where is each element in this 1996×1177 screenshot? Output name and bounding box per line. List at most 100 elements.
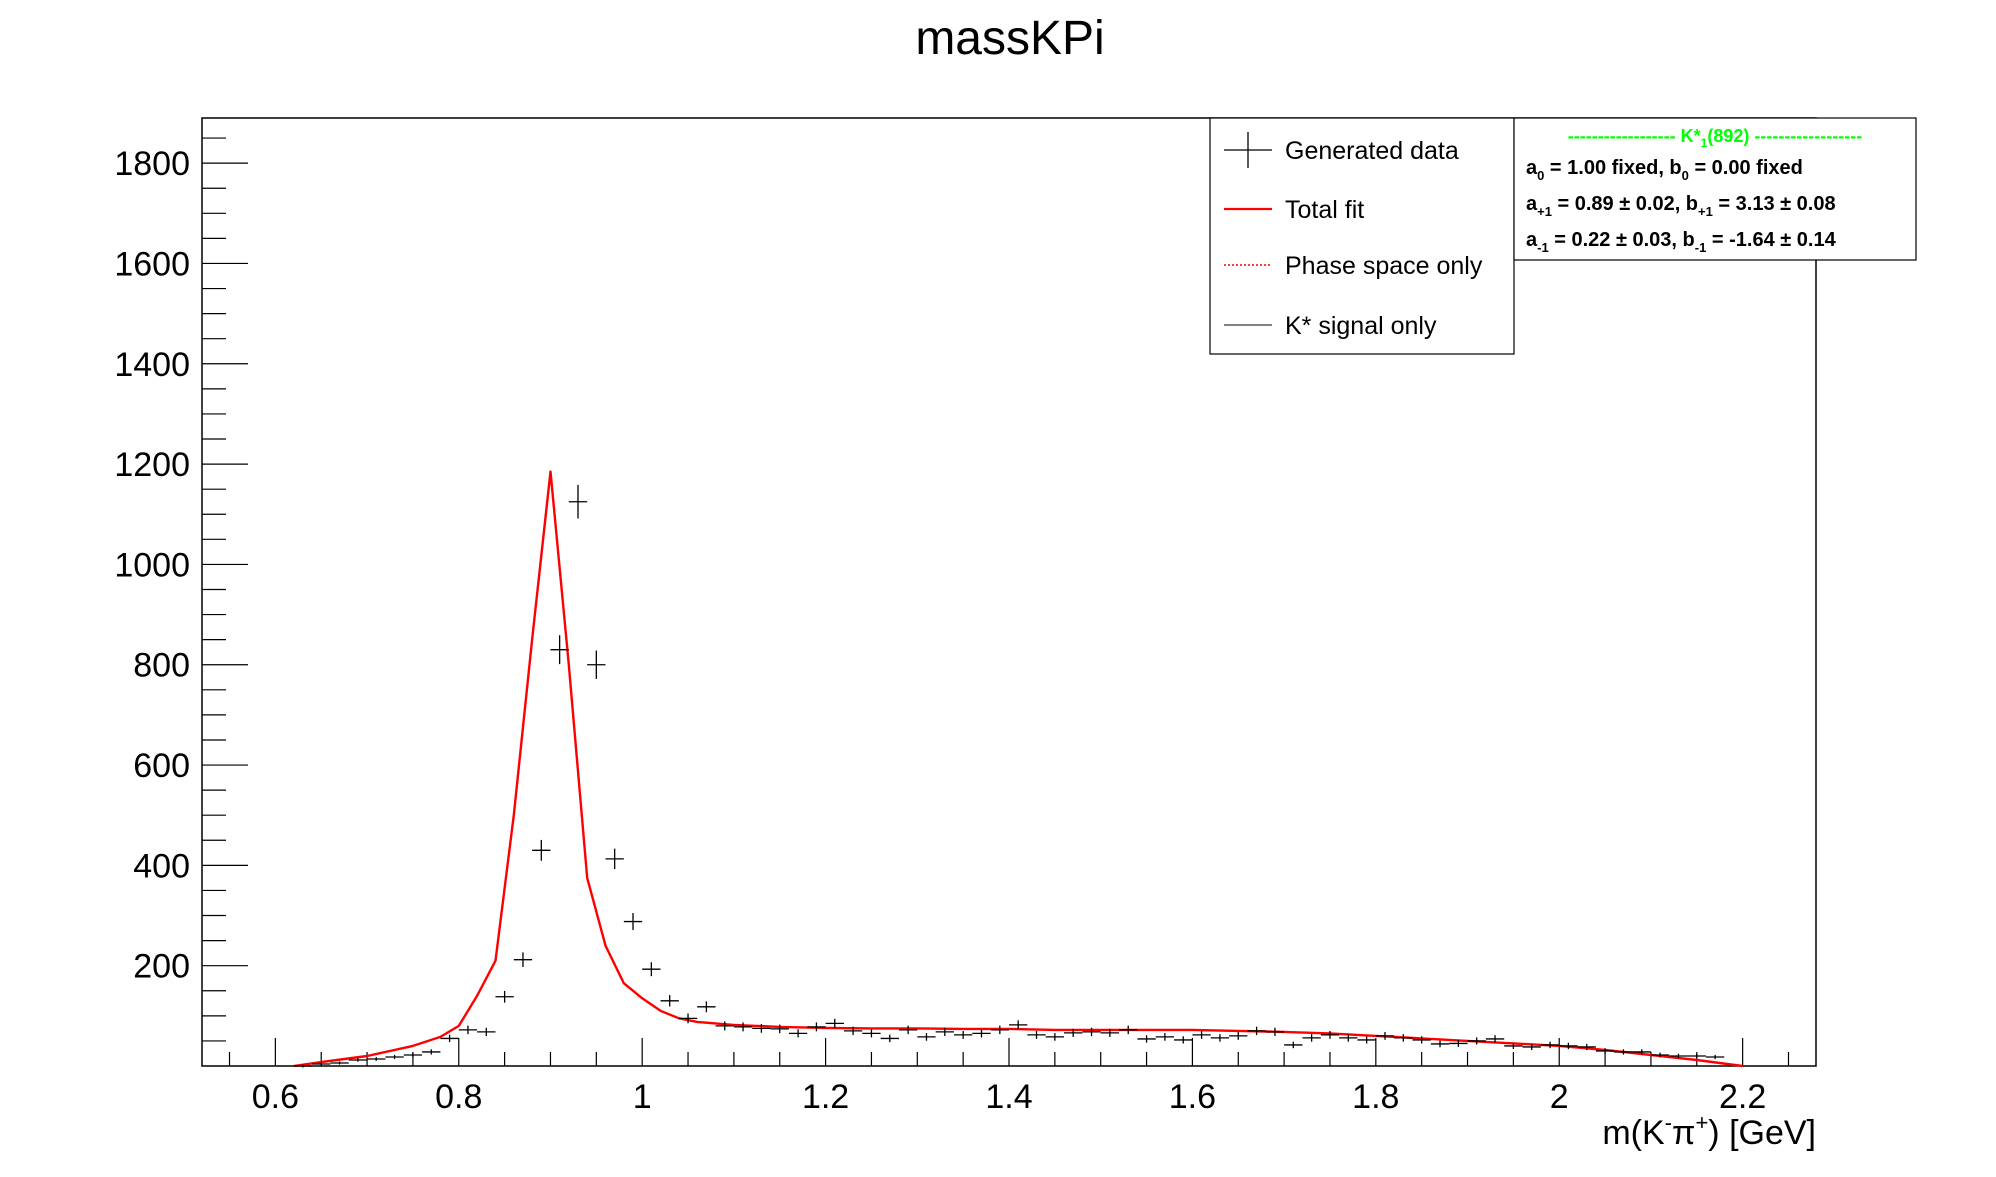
x-tick-label: 0.8 — [435, 1078, 482, 1116]
data-point — [1504, 1042, 1523, 1050]
info-subscript: +1 — [1698, 204, 1713, 219]
data-point — [807, 1022, 826, 1032]
data-point — [1009, 1020, 1028, 1030]
chart-title: massKPi — [915, 12, 1104, 65]
y-tick-label: 1400 — [114, 346, 190, 384]
y-tick-label: 600 — [133, 747, 190, 785]
data-point — [1339, 1034, 1358, 1042]
legend-entry: K* signal only — [1224, 312, 1437, 340]
x-tick-label: 2 — [1550, 1078, 1569, 1116]
data-point — [1430, 1040, 1450, 1048]
data-point — [1027, 1030, 1046, 1039]
x-tick-label: 1 — [633, 1078, 652, 1116]
data-point — [1687, 1053, 1706, 1059]
data-point — [623, 913, 643, 931]
data-point — [843, 1026, 863, 1036]
info-text: = 0.00 fixed — [1689, 157, 1803, 179]
data-point — [1522, 1043, 1541, 1051]
info-subscript: -1 — [1695, 240, 1707, 255]
data-point — [642, 962, 661, 977]
data-point — [1595, 1048, 1615, 1054]
info-text: = 0.22 ± 0.03, b — [1549, 229, 1695, 251]
data-point — [752, 1024, 771, 1033]
data-point — [458, 1025, 478, 1035]
info-box-header: ------------------ K*1(892) ------------… — [1568, 126, 1863, 150]
x-tick-label: 1.4 — [985, 1078, 1032, 1116]
data-point — [1320, 1030, 1340, 1039]
info-header-tail: (892) ------------------ — [1707, 126, 1862, 146]
x-tick-label: 0.6 — [252, 1078, 299, 1116]
data-point — [440, 1034, 459, 1043]
data-point — [403, 1052, 423, 1058]
legend-entry: Total fit — [1224, 196, 1364, 224]
x-axis-label-sup: - — [1665, 1110, 1672, 1135]
x-axis-label: m(K-π+) [GeV] — [1602, 1110, 1816, 1152]
data-point — [477, 1027, 496, 1037]
data-point — [532, 839, 551, 861]
info-subscript: +1 — [1537, 204, 1552, 219]
y-tick-label: 800 — [133, 647, 190, 685]
data-point — [568, 484, 588, 519]
data-point — [1064, 1028, 1083, 1037]
data-point — [935, 1027, 954, 1037]
y-tick-label: 400 — [133, 847, 190, 885]
info-box — [1513, 117, 1917, 261]
data-point — [660, 995, 679, 1007]
data-point — [917, 1033, 936, 1041]
data-point — [1192, 1030, 1211, 1039]
data-point — [770, 1024, 789, 1034]
data-point — [678, 1013, 698, 1024]
x-axis-label-tail: ) [GeV] — [1708, 1114, 1816, 1152]
data-point — [1119, 1025, 1138, 1035]
y-tick-label: 1000 — [114, 546, 190, 584]
data-point — [312, 1062, 331, 1066]
x-tick-label: 1.6 — [1169, 1078, 1216, 1116]
data-point — [1394, 1034, 1413, 1042]
data-point — [1632, 1049, 1651, 1055]
data-point — [825, 1018, 844, 1028]
data-point — [513, 952, 533, 967]
data-point — [422, 1049, 441, 1055]
info-box-line: a+1 = 0.89 ± 0.02, b+1 = 3.13 ± 0.08 — [1526, 193, 1836, 219]
data-point — [1229, 1032, 1248, 1040]
info-subscript: 0 — [1682, 168, 1689, 183]
x-tick-label: 2.2 — [1719, 1078, 1766, 1116]
data-point — [1705, 1054, 1725, 1060]
data-point — [1375, 1032, 1395, 1040]
data-point — [1467, 1037, 1486, 1045]
info-text: = 3.13 ± 0.08 — [1713, 193, 1836, 215]
data-point — [1485, 1035, 1505, 1043]
data-point — [385, 1054, 404, 1060]
data-point — [1650, 1052, 1670, 1058]
data-point — [1412, 1036, 1431, 1044]
x-axis-label-sup: + — [1695, 1110, 1708, 1135]
info-box-line: a-1 = 0.22 ± 0.03, b-1 = -1.64 ± 0.14 — [1526, 229, 1837, 255]
fit-line-total — [293, 470, 1743, 1068]
info-text: a — [1526, 157, 1538, 179]
data-point — [1082, 1027, 1101, 1037]
data-point — [348, 1058, 368, 1062]
x-tick-label: 1.2 — [802, 1078, 849, 1116]
y-tick-label: 200 — [133, 948, 190, 986]
data-point — [990, 1025, 1009, 1035]
y-tick-label: 1800 — [114, 145, 190, 183]
data-point — [733, 1022, 753, 1032]
info-subscript: 0 — [1537, 168, 1544, 183]
y-tick-label: 1200 — [114, 446, 190, 484]
data-point — [1137, 1035, 1156, 1043]
data-point — [1357, 1036, 1376, 1044]
info-header-main: ------------------ K* — [1568, 126, 1701, 146]
legend-entry: Generated data — [1224, 132, 1459, 168]
data-point — [953, 1030, 973, 1039]
info-text: = 0.89 ± 0.02, b — [1552, 193, 1698, 215]
data-point — [1449, 1040, 1468, 1047]
data-point — [1284, 1041, 1303, 1049]
legend-entry: Phase space only — [1224, 252, 1483, 280]
data-point — [862, 1029, 881, 1038]
data-point — [1540, 1041, 1560, 1049]
data-point — [495, 990, 514, 1003]
x-axis-label-main: m(K — [1602, 1114, 1665, 1152]
legend-label: K* signal only — [1285, 312, 1437, 340]
